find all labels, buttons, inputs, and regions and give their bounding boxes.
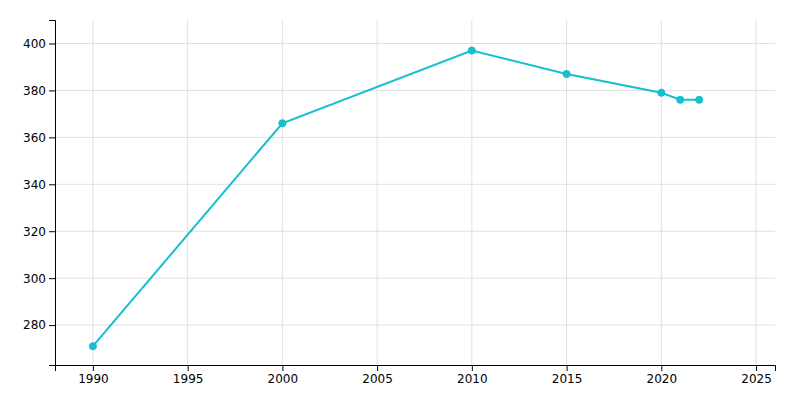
x-axis-tick-label: 1990	[78, 372, 109, 386]
marker	[677, 96, 684, 103]
grid-line-y	[55, 137, 775, 138]
y-axis-tick-label: 340	[23, 178, 46, 192]
y-axis-tick-mark	[49, 231, 55, 232]
x-axis-tick-mark	[472, 365, 473, 371]
marker	[279, 120, 286, 127]
x-axis-tick-mark	[282, 365, 283, 371]
grid-line-y	[55, 278, 775, 279]
x-axis-tick-mark	[756, 365, 757, 371]
series	[89, 47, 702, 350]
x-axis-tick: 2025	[741, 365, 772, 386]
grid-line-y	[55, 325, 775, 326]
marker	[696, 96, 703, 103]
grid	[55, 20, 775, 365]
grid-line-x	[377, 20, 378, 365]
x-axis-tick-label: 2010	[457, 372, 488, 386]
x-axis-tick-label: 2020	[647, 372, 678, 386]
y-axis-tick-label: 360	[23, 131, 46, 145]
x-axis-tick-label: 1995	[173, 372, 204, 386]
x-axis-tick: 1995	[173, 365, 204, 386]
chart-container: 1990 1995 2000 2005 2010 2015 2020 2025 280 300 32…	[0, 0, 800, 400]
y-axis-tick: 300	[23, 272, 55, 286]
x-axis-line	[56, 366, 776, 372]
grid-line-y	[55, 231, 775, 232]
y-axis-tick-label: 380	[23, 84, 46, 98]
y-axis-tick: 380	[23, 84, 55, 98]
x-axis-tick: 1990	[78, 365, 109, 386]
grid-line-y	[55, 184, 775, 185]
x-axis-tick: 2000	[268, 365, 299, 386]
x-axis-tick-mark	[377, 365, 378, 371]
grid-line-x	[282, 20, 283, 365]
grid-line-x	[661, 20, 662, 365]
y-axis-tick: 340	[23, 178, 55, 192]
grid-line-y	[55, 90, 775, 91]
y-axis-tick: 280	[23, 318, 55, 332]
x-axis-tick-label: 2015	[552, 372, 583, 386]
y-axis-tick-mark	[49, 90, 55, 91]
y-axis-tick-mark	[49, 184, 55, 185]
y-axis-tick-label: 400	[23, 37, 46, 51]
y-axis-tick-label: 300	[23, 272, 46, 286]
x-axis-tick: 2020	[647, 365, 678, 386]
x-axis-tick-mark	[567, 365, 568, 371]
plot-area: 1990 1995 2000 2005 2010 2015 2020 2025 280 300 32…	[23, 20, 775, 386]
x-axis-tick-mark	[188, 365, 189, 371]
y-axis-tick-label: 320	[23, 225, 46, 239]
y-axis-line	[49, 21, 56, 366]
grid-line-x	[756, 20, 757, 365]
line	[93, 51, 699, 347]
y-axis-tick: 360	[23, 131, 55, 145]
x-axis-tick-label: 2025	[741, 372, 772, 386]
x-axis-tick-mark	[93, 365, 94, 371]
y-axis-tick: 320	[23, 225, 55, 239]
x-axis-tick-label: 2000	[268, 372, 299, 386]
grid-line-y	[55, 43, 775, 44]
x-axis-tick-mark	[661, 365, 662, 371]
y-axis-tick-mark	[49, 137, 55, 138]
marker	[468, 47, 475, 54]
y-axis-tick-label: 280	[23, 318, 46, 332]
grid-line-x	[471, 20, 472, 365]
marker	[563, 70, 570, 77]
x-axis: 1990 1995 2000 2005 2010 2015 2020 2025	[56, 365, 776, 386]
x-axis-tick: 2015	[552, 365, 583, 386]
y-axis-tick: 400	[23, 37, 55, 51]
y-axis-tick-mark	[49, 325, 55, 326]
marker	[89, 343, 96, 350]
x-axis-tick-label: 2005	[362, 372, 393, 386]
marker	[658, 89, 665, 96]
x-axis-tick: 2005	[362, 365, 393, 386]
y-axis-tick-mark	[49, 278, 55, 279]
y-axis-tick-mark	[49, 43, 55, 44]
chart-svg: 1990 1995 2000 2005 2010 2015 2020 2025 280 300 32…	[0, 0, 800, 400]
grid-line-x	[92, 20, 93, 365]
x-axis-tick: 2010	[457, 365, 488, 386]
grid-line-x	[187, 20, 188, 365]
y-axis: 280 300 320 340 360 380 400	[23, 21, 55, 366]
